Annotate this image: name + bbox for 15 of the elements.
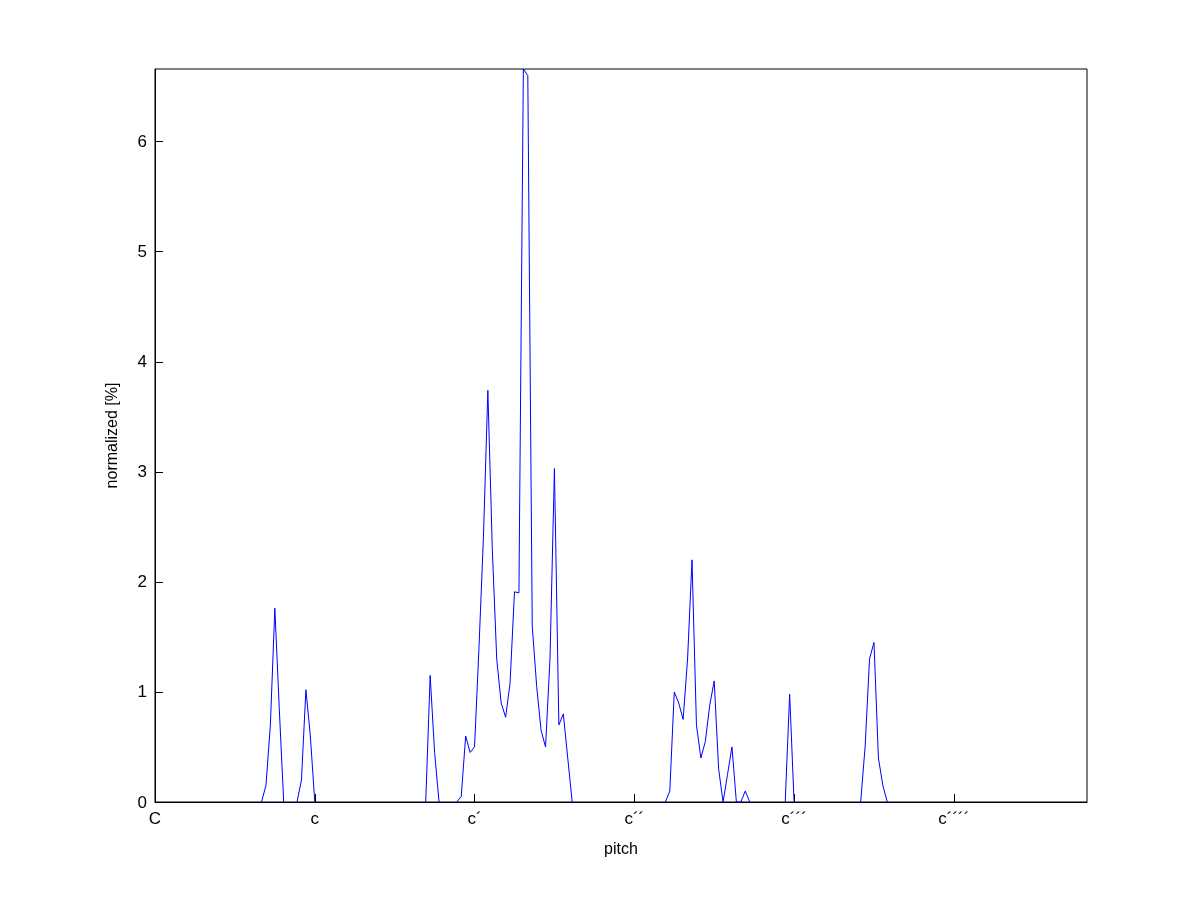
y-tick-label: 2 — [137, 572, 147, 592]
y-tick-label: 5 — [137, 242, 147, 262]
x-tick-label: c´´ — [624, 809, 645, 828]
x-tick-label: C — [148, 809, 162, 828]
x-tick-label: c´´´ — [781, 809, 807, 828]
x-tick-label: c´ — [467, 809, 482, 828]
y-tick-label: 6 — [137, 132, 147, 152]
x-tick-label: c — [310, 809, 320, 828]
y-tick-label: 4 — [137, 352, 147, 372]
x-axis-title: pitch — [604, 839, 638, 857]
x-tick-label: c´´´´ — [938, 809, 970, 828]
y-tick-label: 0 — [137, 792, 147, 812]
y-axis-title: normalized [%] — [102, 382, 120, 489]
y-tick-label: 3 — [137, 462, 147, 482]
y-tick-label: 1 — [137, 682, 147, 702]
